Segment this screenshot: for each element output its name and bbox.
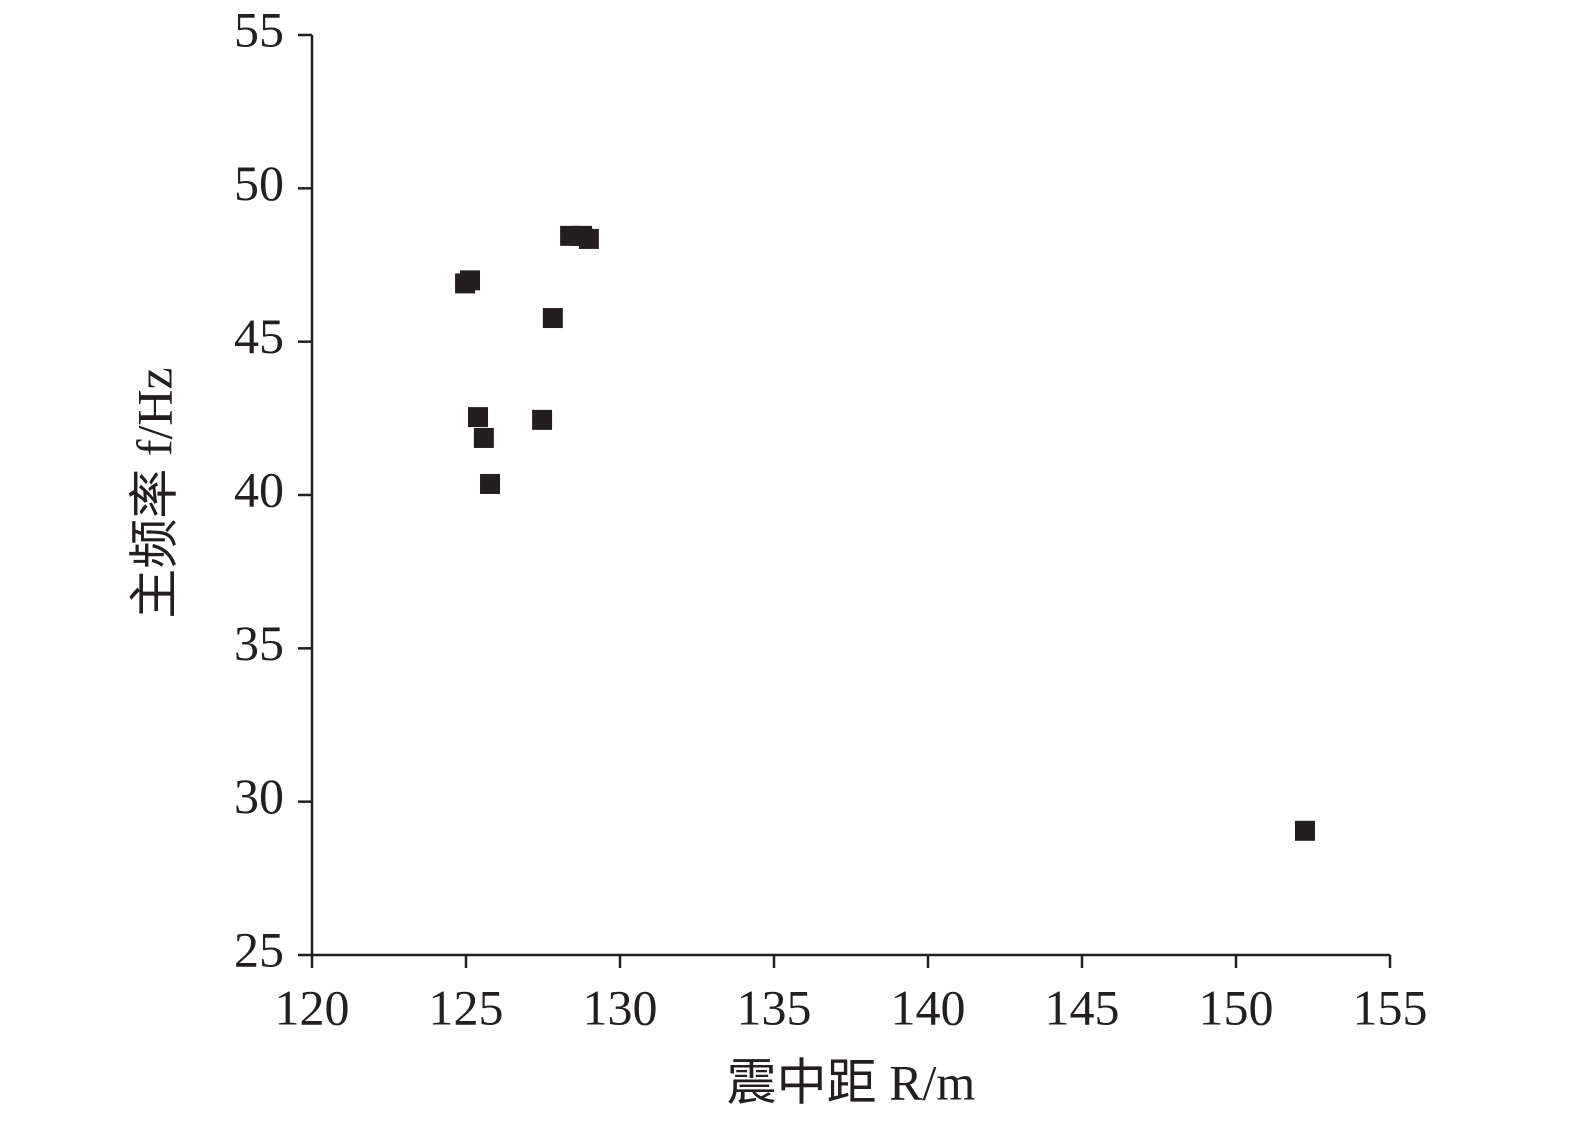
point xyxy=(1294,820,1315,841)
point xyxy=(468,407,489,428)
x-axis-label: 震中距 R/m xyxy=(727,1054,976,1110)
x-tick-label: 120 xyxy=(275,979,350,1035)
x-tick-label: 145 xyxy=(1045,979,1120,1035)
x-tick-label: 140 xyxy=(891,979,966,1035)
x-tick-label: 155 xyxy=(1353,979,1428,1035)
y-tick-label: 50 xyxy=(234,155,284,211)
y-tick-label: 40 xyxy=(234,461,284,517)
x-tick-label: 150 xyxy=(1199,979,1274,1035)
x-tick-label: 130 xyxy=(583,979,658,1035)
point xyxy=(480,473,501,494)
x-tick-label: 125 xyxy=(429,979,504,1035)
y-tick-label: 45 xyxy=(234,308,284,364)
point xyxy=(578,228,599,249)
y-tick-label: 30 xyxy=(234,768,284,824)
point xyxy=(532,409,553,430)
y-tick-label: 35 xyxy=(234,615,284,671)
x-tick-label: 135 xyxy=(737,979,812,1035)
y-tick-label: 25 xyxy=(234,921,284,977)
y-axis-label: 主频率 f/Hz xyxy=(126,367,182,618)
point xyxy=(473,427,494,448)
point xyxy=(542,308,563,329)
y-tick-label: 55 xyxy=(234,1,284,57)
point xyxy=(460,270,481,291)
